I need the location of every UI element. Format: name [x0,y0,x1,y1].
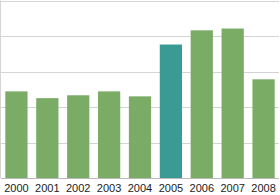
x-tick-label: 2001 [35,182,59,194]
x-tick-label: 2007 [220,182,244,194]
x-tick-label: 2002 [66,182,90,194]
chart: 2000 2001 2002 2003 2004 2005 2006 2007 2008 [0,0,280,195]
x-tick-label: 2004 [128,182,152,194]
x-tick-label: 2005 [159,182,183,194]
x-axis [1,178,279,179]
bar [5,91,27,178]
bar [222,29,244,178]
bar [160,45,182,178]
bar [129,96,151,178]
x-tick-label: 2008 [251,182,275,194]
bar [67,95,89,178]
grid-line [1,178,279,179]
x-tick-label: 2006 [190,182,214,194]
x-tick-label: 2003 [97,182,121,194]
bars [5,29,274,178]
bar [36,98,58,178]
grid-line [1,1,279,2]
x-tick-label: 2000 [4,182,28,194]
y-axis [0,1,1,179]
bar [252,79,274,178]
bar [191,30,213,178]
bar [98,91,120,178]
